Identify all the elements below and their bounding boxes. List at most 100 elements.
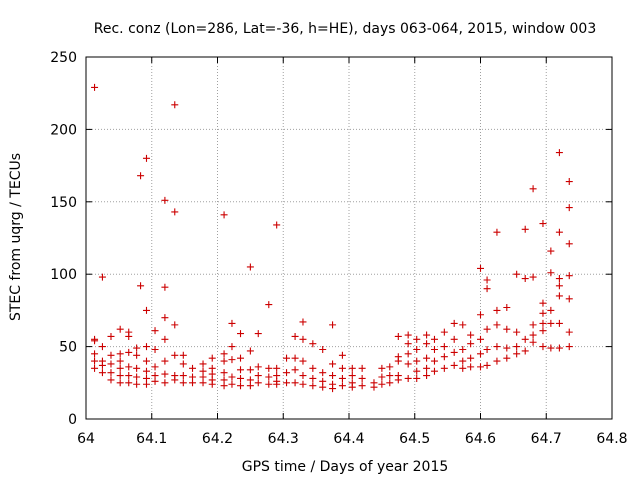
data-point: [493, 321, 501, 329]
data-point: [503, 344, 511, 352]
data-point: [459, 364, 467, 372]
y-tick-label: 0: [68, 412, 77, 428]
data-point: [483, 361, 491, 369]
data-point: [283, 379, 291, 387]
data-point: [467, 331, 475, 339]
x-tick-label: 64.5: [399, 431, 430, 447]
data-point: [125, 348, 133, 356]
data-point: [151, 327, 159, 335]
data-point: [555, 149, 563, 157]
data-point: [151, 345, 159, 353]
data-point: [254, 372, 262, 380]
data-point: [348, 364, 356, 372]
data-point: [133, 351, 141, 359]
data-point: [503, 304, 511, 312]
data-point: [265, 373, 273, 381]
data-point: [555, 228, 563, 236]
data-point: [423, 340, 431, 348]
data-point: [265, 364, 273, 372]
data-point: [220, 211, 228, 219]
data-point: [91, 83, 99, 91]
data-point: [329, 372, 337, 380]
data-point: [440, 353, 448, 361]
data-point: [246, 263, 254, 271]
data-point: [423, 364, 431, 372]
data-point: [329, 360, 337, 368]
data-point: [459, 321, 467, 329]
data-point: [98, 273, 106, 281]
data-point: [477, 350, 484, 358]
data-point: [493, 228, 501, 236]
data-point: [394, 376, 402, 384]
data-point: [459, 357, 467, 365]
data-point: [98, 361, 106, 369]
data-point: [430, 345, 438, 353]
data-point: [199, 360, 207, 368]
data-point: [151, 363, 159, 371]
data-point: [483, 276, 491, 284]
data-point: [555, 319, 563, 327]
data-point: [378, 380, 386, 388]
data-point: [348, 372, 356, 380]
data-point: [246, 366, 254, 374]
data-point: [171, 351, 179, 359]
data-point: [161, 357, 169, 365]
data-point: [423, 372, 431, 380]
data-point: [179, 372, 187, 380]
data-point: [309, 364, 317, 372]
data-point: [555, 292, 563, 300]
data-point: [161, 196, 169, 204]
data-point: [265, 301, 273, 309]
data-point: [246, 382, 254, 390]
x-tick-label: 64.6: [465, 431, 496, 447]
data-point: [208, 354, 216, 362]
data-point: [283, 369, 291, 377]
data-point: [565, 240, 573, 248]
data-point: [329, 321, 337, 329]
data-point: [521, 335, 529, 343]
data-point: [116, 325, 124, 333]
data-point: [459, 345, 467, 353]
data-point: [430, 335, 438, 343]
data-point: [483, 325, 491, 333]
data-point: [467, 363, 475, 371]
data-point: [378, 373, 386, 381]
data-point: [521, 347, 529, 355]
data-point: [565, 204, 573, 212]
data-point: [309, 340, 317, 348]
data-point: [329, 385, 337, 393]
data-point: [91, 357, 99, 365]
data-point: [133, 380, 141, 388]
data-point: [404, 374, 412, 382]
data-point: [142, 154, 150, 162]
data-point: [423, 331, 431, 339]
data-point: [565, 295, 573, 303]
data-point: [386, 372, 394, 380]
data-point: [161, 283, 169, 291]
data-point: [309, 374, 317, 382]
data-point: [291, 366, 299, 374]
data-point: [539, 220, 547, 228]
data-point: [133, 373, 141, 381]
data-point: [116, 372, 124, 380]
data-point: [386, 363, 394, 371]
y-tick-label: 250: [50, 50, 77, 66]
data-point: [555, 282, 563, 290]
data-point: [254, 379, 262, 387]
data-point: [477, 363, 484, 371]
data-point: [228, 373, 236, 381]
data-point: [404, 350, 412, 358]
data-point: [503, 325, 511, 333]
data-point: [529, 331, 537, 339]
data-point: [91, 337, 99, 345]
data-point: [539, 343, 547, 351]
data-point: [358, 374, 366, 382]
data-point: [430, 357, 438, 365]
data-point: [565, 178, 573, 186]
data-point: [394, 332, 402, 340]
data-point: [161, 379, 169, 387]
data-point: [513, 350, 521, 358]
data-point: [151, 377, 159, 385]
data-point: [348, 383, 356, 391]
data-point: [547, 269, 555, 277]
